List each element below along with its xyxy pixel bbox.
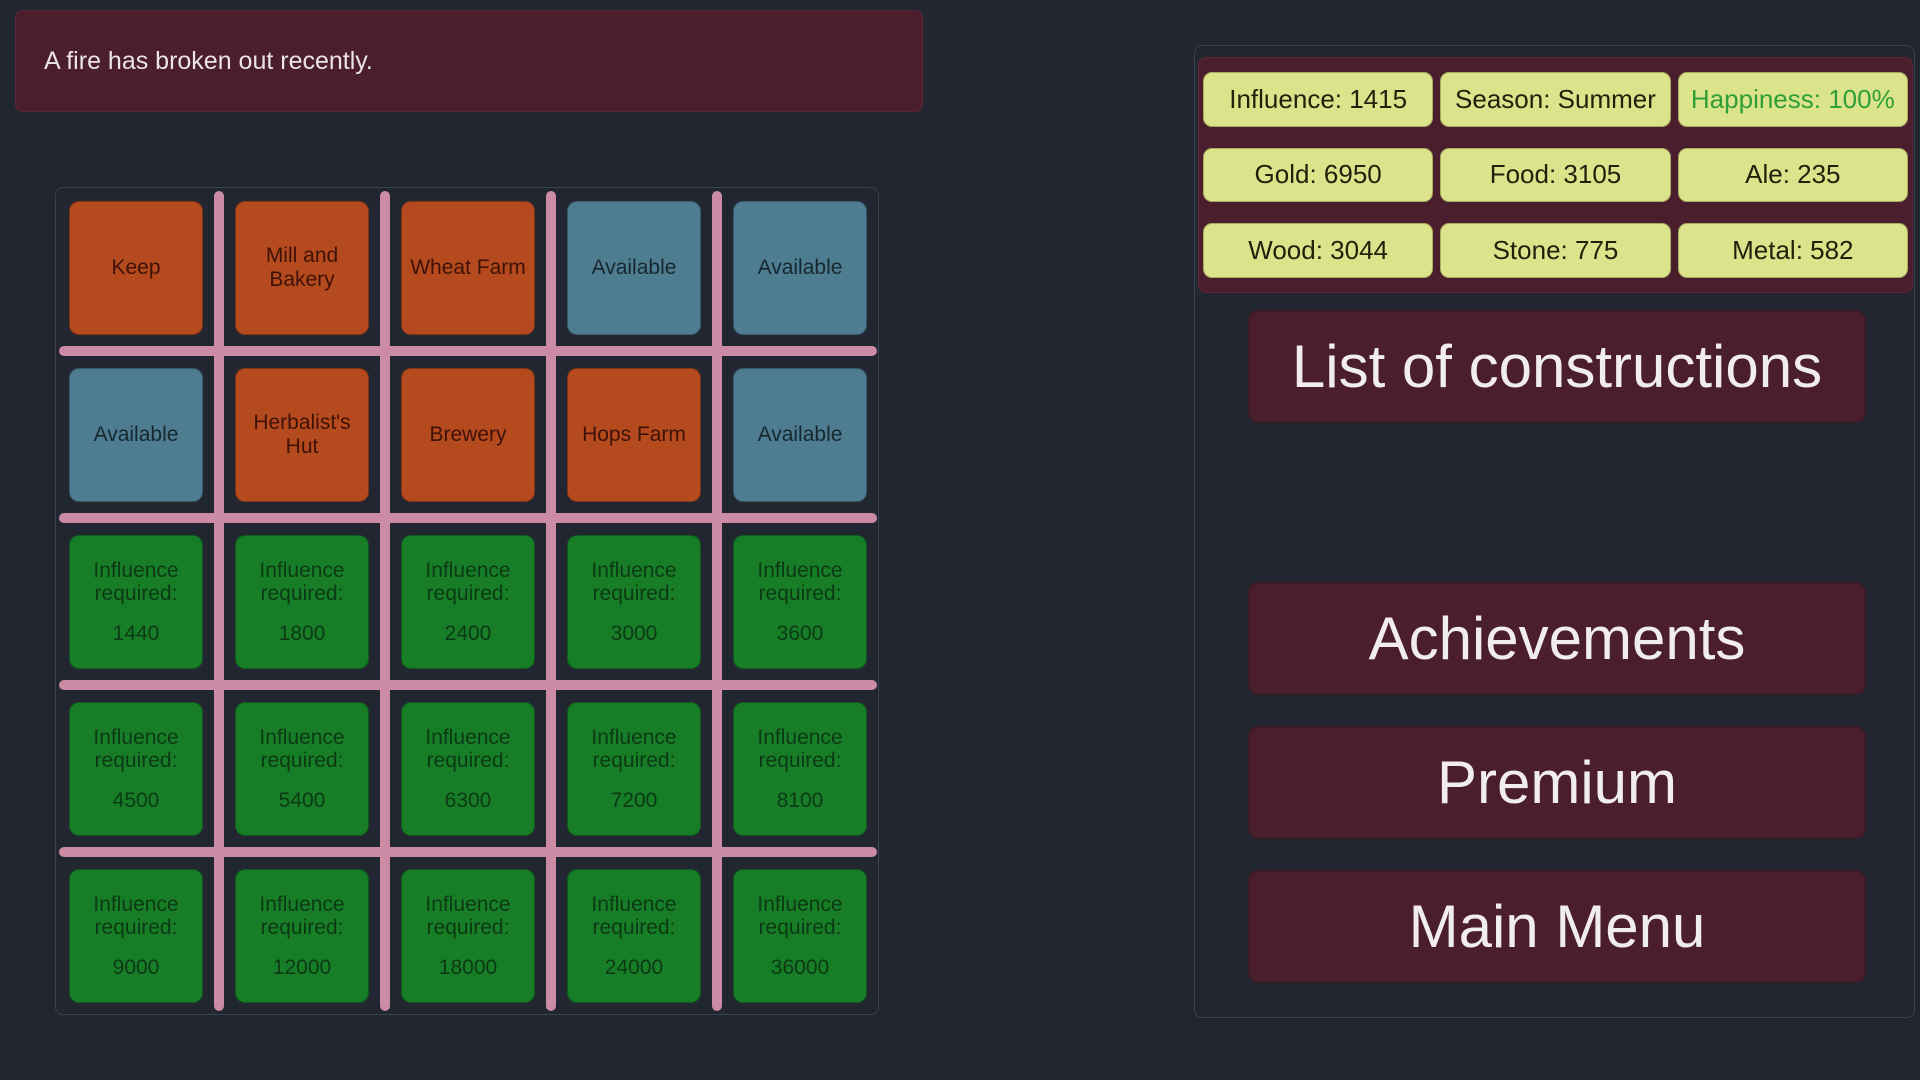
tile-available-3[interactable]: Available (69, 368, 203, 502)
tile-locked-10[interactable]: Influence required: 8100 (733, 702, 867, 836)
grid-line-horizontal (59, 513, 877, 523)
tile-influence-value: 1800 (278, 621, 326, 645)
tile-influence-value: 3000 (610, 621, 658, 645)
side-panel: Influence: 1415 Season: Summer Happiness… (1194, 45, 1915, 1018)
resource-metal: Metal: 582 (1677, 223, 1908, 278)
tile-influence-value: 1440 (112, 621, 160, 645)
tile-available-2[interactable]: Available (733, 201, 867, 335)
grid-line-horizontal (59, 680, 877, 690)
resource-happiness: Happiness: 100% (1677, 72, 1908, 127)
tile-locked-6[interactable]: Influence required: 4500 (69, 702, 203, 836)
tile-locked-3[interactable]: Influence required: 2400 (401, 535, 535, 669)
grid-line-vertical (380, 191, 390, 1011)
tile-label: Influence required: (93, 892, 179, 940)
tile-influence-value: 5400 (278, 788, 326, 812)
tile-locked-13[interactable]: Influence required: 18000 (401, 869, 535, 1003)
tile-mill-and-bakery[interactable]: Mill and Bakery (235, 201, 369, 335)
tile-locked-4[interactable]: Influence required: 3000 (567, 535, 701, 669)
tile-label: Influence required: (757, 725, 843, 773)
tile-locked-1[interactable]: Influence required: 1440 (69, 535, 203, 669)
tile-label: Herbalist's Hut (253, 411, 351, 458)
resource-influence: Influence: 1415 (1203, 72, 1434, 127)
grid-line-horizontal (59, 847, 877, 857)
tile-influence-value: 24000 (604, 955, 664, 979)
notification-message: A fire has broken out recently. (44, 46, 373, 75)
tile-influence-value: 2400 (444, 621, 492, 645)
tile-locked-14[interactable]: Influence required: 24000 (567, 869, 701, 1003)
achievements-button[interactable]: Achievements (1248, 582, 1866, 695)
building-grid: Keep Mill and Bakery Wheat Farm Availabl… (55, 187, 879, 1015)
list-of-constructions-button[interactable]: List of constructions (1248, 310, 1866, 423)
tile-label: Influence required: (259, 725, 345, 773)
tile-locked-8[interactable]: Influence required: 6300 (401, 702, 535, 836)
tile-locked-7[interactable]: Influence required: 5400 (235, 702, 369, 836)
tile-locked-9[interactable]: Influence required: 7200 (567, 702, 701, 836)
tile-label: Influence required: (425, 892, 511, 940)
tile-label: Influence required: (757, 558, 843, 606)
tile-label: Influence required: (93, 558, 179, 606)
main-menu-button[interactable]: Main Menu (1248, 870, 1866, 983)
tile-available-4[interactable]: Available (733, 368, 867, 502)
tile-label: Influence required: (93, 725, 179, 773)
tile-label: Influence required: (591, 558, 677, 606)
tile-locked-12[interactable]: Influence required: 12000 (235, 869, 369, 1003)
tile-locked-11[interactable]: Influence required: 9000 (69, 869, 203, 1003)
tile-influence-value: 9000 (112, 955, 160, 979)
premium-button[interactable]: Premium (1248, 726, 1866, 839)
tile-label: Influence required: (425, 725, 511, 773)
tile-label: Influence required: (591, 892, 677, 940)
tile-brewery[interactable]: Brewery (401, 368, 535, 502)
tile-herbalists-hut[interactable]: Herbalist's Hut (235, 368, 369, 502)
tile-hops-farm[interactable]: Hops Farm (567, 368, 701, 502)
resource-season: Season: Summer (1440, 72, 1671, 127)
resource-ale: Ale: 235 (1677, 147, 1908, 203)
tile-influence-value: 12000 (272, 955, 332, 979)
tile-influence-value: 18000 (438, 955, 498, 979)
tile-label: Mill and Bakery (265, 244, 339, 291)
tile-label: Available (757, 423, 843, 447)
tile-label: Available (591, 256, 677, 280)
notification-banner: A fire has broken out recently. (15, 10, 923, 112)
tile-label: Wheat Farm (410, 256, 526, 280)
tile-label: Influence required: (259, 558, 345, 606)
tile-wheat-farm[interactable]: Wheat Farm (401, 201, 535, 335)
tile-influence-value: 3600 (776, 621, 824, 645)
grid-line-vertical (712, 191, 722, 1011)
tile-influence-value: 6300 (444, 788, 492, 812)
tile-label: Brewery (429, 423, 507, 447)
tile-available-1[interactable]: Available (567, 201, 701, 335)
tile-influence-value: 7200 (610, 788, 658, 812)
tile-label: Hops Farm (582, 423, 686, 447)
tile-label: Influence required: (591, 725, 677, 773)
resource-stone: Stone: 775 (1440, 223, 1671, 278)
tile-label: Available (757, 256, 843, 280)
resource-food: Food: 3105 (1440, 147, 1671, 203)
tile-label: Keep (111, 256, 161, 280)
building-grid-tiles: Keep Mill and Bakery Wheat Farm Availabl… (56, 188, 878, 1014)
tile-influence-value: 4500 (112, 788, 160, 812)
tile-label: Influence required: (259, 892, 345, 940)
tile-influence-value: 8100 (776, 788, 824, 812)
tile-label: Influence required: (757, 892, 843, 940)
resource-gold: Gold: 6950 (1203, 147, 1434, 203)
grid-line-horizontal (59, 346, 877, 356)
tile-label: Available (93, 423, 179, 447)
tile-keep[interactable]: Keep (69, 201, 203, 335)
tile-locked-5[interactable]: Influence required: 3600 (733, 535, 867, 669)
grid-line-vertical (214, 191, 224, 1011)
tile-locked-15[interactable]: Influence required: 36000 (733, 869, 867, 1003)
resource-status-panel: Influence: 1415 Season: Summer Happiness… (1198, 57, 1913, 293)
tile-locked-2[interactable]: Influence required: 1800 (235, 535, 369, 669)
grid-line-vertical (546, 191, 556, 1011)
tile-influence-value: 36000 (770, 955, 830, 979)
resource-wood: Wood: 3044 (1203, 223, 1434, 278)
tile-label: Influence required: (425, 558, 511, 606)
